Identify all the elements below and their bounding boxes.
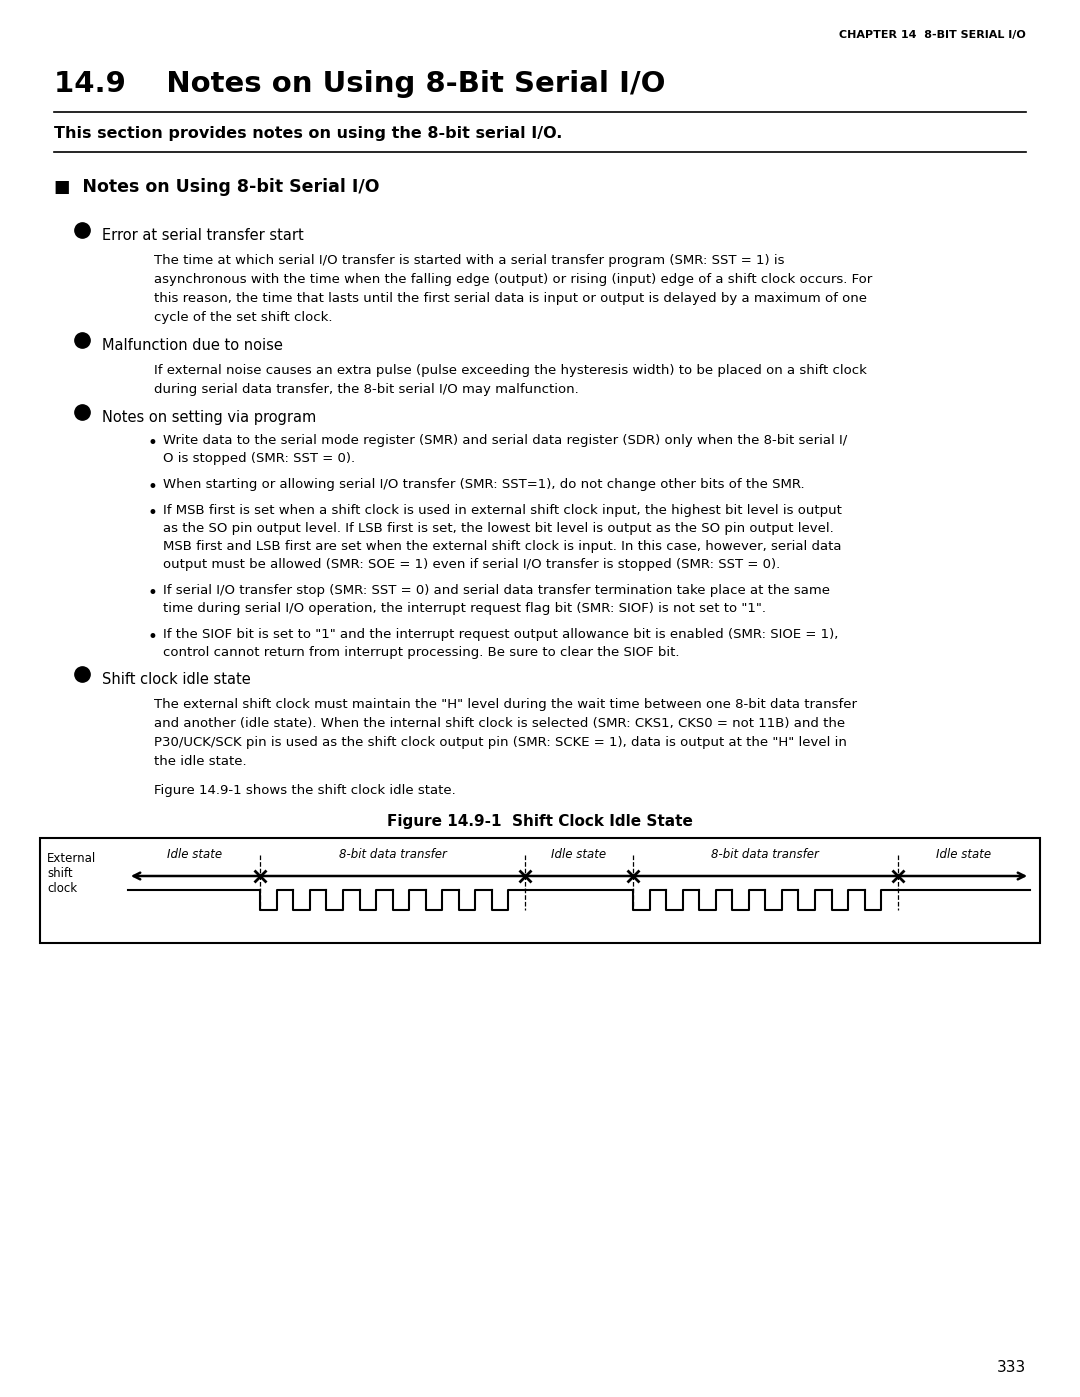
Text: •: • [148,504,158,522]
Text: 8-bit data transfer: 8-bit data transfer [339,848,446,861]
Text: If serial I/O transfer stop (SMR: SST = 0) and serial data transfer termination : If serial I/O transfer stop (SMR: SST = … [163,584,831,597]
Text: Shift clock idle state: Shift clock idle state [102,672,251,687]
Text: Malfunction due to noise: Malfunction due to noise [102,338,283,353]
Text: cycle of the set shift clock.: cycle of the set shift clock. [154,312,333,324]
Text: External
shift
clock: External shift clock [48,852,96,895]
Text: MSB first and LSB first are set when the external shift clock is input. In this : MSB first and LSB first are set when the… [163,541,841,553]
Text: output must be allowed (SMR: SOE = 1) even if serial I/O transfer is stopped (SM: output must be allowed (SMR: SOE = 1) ev… [163,557,780,571]
Text: Idle state: Idle state [552,848,607,861]
Text: 333: 333 [997,1361,1026,1375]
Text: the idle state.: the idle state. [154,754,246,768]
Bar [40,838,1040,943]
Text: •: • [148,629,158,645]
Text: This section provides notes on using the 8-bit serial I/O.: This section provides notes on using the… [54,126,563,141]
Text: Notes on setting via program: Notes on setting via program [102,409,316,425]
Text: P30/UCK/SCK pin is used as the shift clock output pin (SMR: SCKE = 1), data is o: P30/UCK/SCK pin is used as the shift clo… [154,736,847,749]
Text: as the SO pin output level. If LSB first is set, the lowest bit level is output : as the SO pin output level. If LSB first… [163,522,834,535]
Text: If MSB first is set when a shift clock is used in external shift clock input, th: If MSB first is set when a shift clock i… [163,504,842,517]
Text: The external shift clock must maintain the "H" level during the wait time betwee: The external shift clock must maintain t… [154,698,858,711]
Text: control cannot return from interrupt processing. Be sure to clear the SIOF bit.: control cannot return from interrupt pro… [163,645,679,659]
Text: Idle state: Idle state [166,848,221,861]
Text: Write data to the serial mode register (SMR) and serial data register (SDR) only: Write data to the serial mode register (… [163,434,847,447]
Text: When starting or allowing serial I/O transfer (SMR: SST=1), do not change other : When starting or allowing serial I/O tra… [163,478,805,490]
Text: If external noise causes an extra pulse (pulse exceeding the hysteresis width) t: If external noise causes an extra pulse … [154,365,867,377]
Text: 8-bit data transfer: 8-bit data transfer [712,848,820,861]
Text: 14.9    Notes on Using 8-Bit Serial I/O: 14.9 Notes on Using 8-Bit Serial I/O [54,70,665,98]
Text: CHAPTER 14  8-BIT SERIAL I/O: CHAPTER 14 8-BIT SERIAL I/O [839,29,1026,41]
Text: Figure 14.9-1  Shift Clock Idle State: Figure 14.9-1 Shift Clock Idle State [387,814,693,828]
Text: Figure 14.9-1 shows the shift clock idle state.: Figure 14.9-1 shows the shift clock idle… [154,784,456,798]
Text: and another (idle state). When the internal shift clock is selected (SMR: CKS1, : and another (idle state). When the inter… [154,717,846,731]
Text: asynchronous with the time when the falling edge (output) or rising (input) edge: asynchronous with the time when the fall… [154,272,873,286]
Text: •: • [148,478,158,496]
Text: •: • [148,584,158,602]
Text: during serial data transfer, the 8-bit serial I/O may malfunction.: during serial data transfer, the 8-bit s… [154,383,579,395]
Text: time during serial I/O operation, the interrupt request flag bit (SMR: SIOF) is : time during serial I/O operation, the in… [163,602,766,615]
Text: ■  Notes on Using 8-bit Serial I/O: ■ Notes on Using 8-bit Serial I/O [54,177,379,196]
Text: •: • [148,434,158,453]
Text: Error at serial transfer start: Error at serial transfer start [102,228,303,243]
Text: The time at which serial I/O transfer is started with a serial transfer program : The time at which serial I/O transfer is… [154,254,784,267]
Text: Idle state: Idle state [936,848,991,861]
Text: O is stopped (SMR: SST = 0).: O is stopped (SMR: SST = 0). [163,453,355,465]
Text: this reason, the time that lasts until the first serial data is input or output : this reason, the time that lasts until t… [154,292,867,305]
Text: If the SIOF bit is set to "1" and the interrupt request output allowance bit is : If the SIOF bit is set to "1" and the in… [163,629,838,641]
